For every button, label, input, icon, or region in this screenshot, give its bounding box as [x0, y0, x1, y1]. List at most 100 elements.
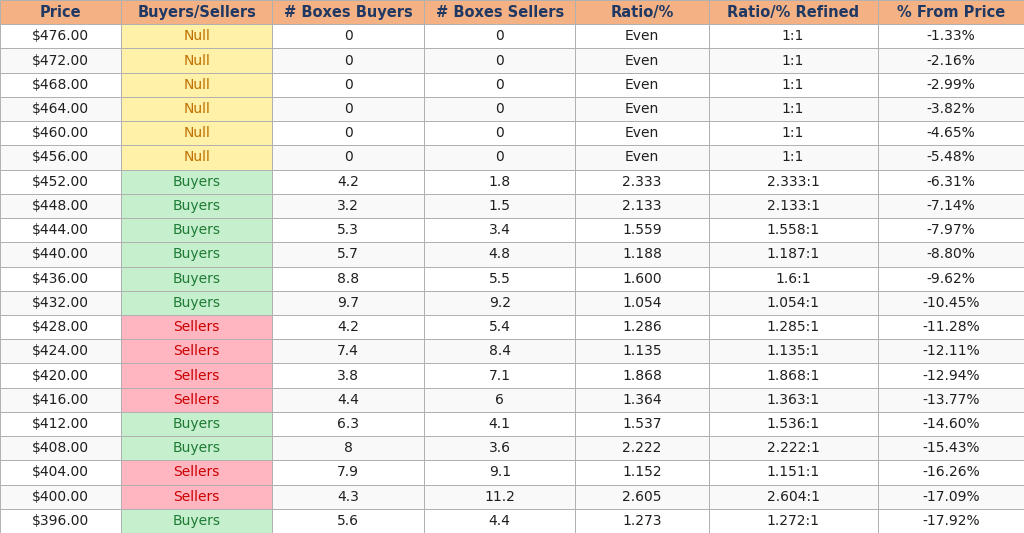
Bar [0, 461, 121, 484]
Text: Sellers: Sellers [173, 465, 220, 479]
Text: $452.00: $452.00 [32, 175, 89, 189]
Bar [424, 194, 575, 218]
Text: 1.537: 1.537 [623, 417, 662, 431]
Bar [878, 243, 1024, 266]
Bar [424, 364, 575, 387]
Bar [121, 290, 272, 315]
Bar [575, 412, 709, 436]
Bar [424, 72, 575, 97]
Text: -6.31%: -6.31% [927, 175, 975, 189]
Bar [709, 0, 878, 24]
Text: 1.600: 1.600 [623, 272, 662, 286]
Text: 1.868: 1.868 [623, 368, 662, 383]
Bar [424, 436, 575, 461]
Bar [272, 243, 424, 266]
Bar [424, 266, 575, 290]
Bar [121, 315, 272, 339]
Text: -15.43%: -15.43% [922, 441, 980, 455]
Text: 1:1: 1:1 [782, 150, 804, 165]
Bar [575, 290, 709, 315]
Bar [0, 169, 121, 194]
Bar [0, 0, 121, 24]
Bar [272, 194, 424, 218]
Bar [0, 266, 121, 290]
Text: -3.82%: -3.82% [927, 102, 975, 116]
Bar [878, 266, 1024, 290]
Bar [424, 218, 575, 243]
Bar [121, 194, 272, 218]
Text: 5.4: 5.4 [488, 320, 511, 334]
Text: $472.00: $472.00 [32, 54, 89, 68]
Text: Buyers: Buyers [173, 199, 220, 213]
Bar [575, 97, 709, 121]
Text: $404.00: $404.00 [32, 465, 89, 479]
Text: 5.3: 5.3 [337, 223, 359, 237]
Text: Buyers: Buyers [173, 247, 220, 261]
Bar [878, 315, 1024, 339]
Bar [272, 24, 424, 49]
Bar [709, 146, 878, 169]
Bar [272, 169, 424, 194]
Text: Buyers: Buyers [173, 175, 220, 189]
Bar [0, 218, 121, 243]
Text: 4.4: 4.4 [337, 393, 359, 407]
Bar [878, 509, 1024, 533]
Text: 11.2: 11.2 [484, 490, 515, 504]
Text: Buyers: Buyers [173, 514, 220, 528]
Text: Null: Null [183, 102, 210, 116]
Text: 1.286: 1.286 [623, 320, 662, 334]
Text: 1.363:1: 1.363:1 [767, 393, 819, 407]
Bar [424, 243, 575, 266]
Bar [272, 436, 424, 461]
Text: 2.333:1: 2.333:1 [767, 175, 819, 189]
Bar [878, 121, 1024, 146]
Text: $400.00: $400.00 [32, 490, 89, 504]
Text: -5.48%: -5.48% [927, 150, 975, 165]
Bar [709, 484, 878, 509]
Text: 0: 0 [496, 29, 504, 43]
Text: # Boxes Sellers: # Boxes Sellers [435, 5, 564, 20]
Text: 1:1: 1:1 [782, 78, 804, 92]
Text: 4.4: 4.4 [488, 514, 511, 528]
Bar [272, 364, 424, 387]
Bar [121, 436, 272, 461]
Text: Even: Even [625, 29, 659, 43]
Text: 1.054: 1.054 [623, 296, 662, 310]
Bar [0, 484, 121, 509]
Bar [424, 169, 575, 194]
Bar [121, 24, 272, 49]
Bar [575, 49, 709, 72]
Text: $476.00: $476.00 [32, 29, 89, 43]
Bar [709, 436, 878, 461]
Bar [272, 509, 424, 533]
Bar [272, 387, 424, 412]
Bar [575, 364, 709, 387]
Bar [424, 121, 575, 146]
Text: 9.2: 9.2 [488, 296, 511, 310]
Bar [121, 364, 272, 387]
Text: 7.1: 7.1 [488, 368, 511, 383]
Bar [575, 121, 709, 146]
Bar [424, 49, 575, 72]
Bar [0, 72, 121, 97]
Bar [709, 364, 878, 387]
Bar [424, 339, 575, 364]
Bar [575, 484, 709, 509]
Bar [272, 339, 424, 364]
Bar [121, 243, 272, 266]
Text: 1:1: 1:1 [782, 54, 804, 68]
Bar [0, 339, 121, 364]
Text: -2.16%: -2.16% [927, 54, 975, 68]
Text: 3.4: 3.4 [488, 223, 511, 237]
Bar [424, 484, 575, 509]
Text: 0: 0 [496, 102, 504, 116]
Bar [575, 72, 709, 97]
Bar [878, 194, 1024, 218]
Bar [878, 387, 1024, 412]
Bar [0, 146, 121, 169]
Text: -10.45%: -10.45% [922, 296, 980, 310]
Text: -12.94%: -12.94% [922, 368, 980, 383]
Bar [272, 146, 424, 169]
Bar [709, 97, 878, 121]
Bar [575, 266, 709, 290]
